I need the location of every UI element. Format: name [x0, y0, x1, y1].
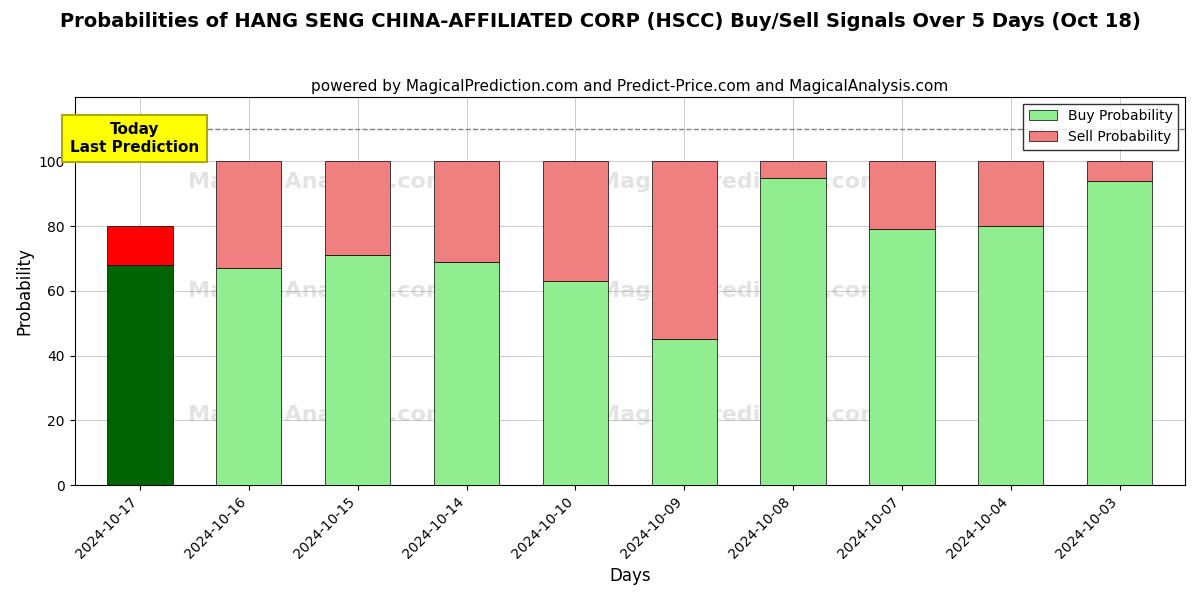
Text: MagicalPrediction.com: MagicalPrediction.com [598, 405, 883, 425]
Text: MagicalAnalysis.com: MagicalAnalysis.com [188, 281, 450, 301]
Bar [978, 161, 1044, 226]
Text: MagicalAnalysis.com: MagicalAnalysis.com [188, 405, 450, 425]
Bar [1087, 161, 1152, 181]
Bar [978, 226, 1044, 485]
Bar [1087, 181, 1152, 485]
Bar [761, 178, 826, 485]
Bar [107, 226, 173, 265]
Bar [325, 161, 390, 255]
Bar [761, 161, 826, 178]
Bar [869, 229, 935, 485]
Bar [434, 262, 499, 485]
Text: Probabilities of HANG SENG CHINA-AFFILIATED CORP (HSCC) Buy/Sell Signals Over 5 : Probabilities of HANG SENG CHINA-AFFILIA… [60, 12, 1140, 31]
Text: MagicalAnalysis.com: MagicalAnalysis.com [188, 172, 450, 192]
Bar [652, 340, 716, 485]
Text: MagicalPrediction.com: MagicalPrediction.com [598, 281, 883, 301]
Bar [542, 161, 608, 281]
Y-axis label: Probability: Probability [16, 247, 34, 335]
Text: MagicalPrediction.com: MagicalPrediction.com [598, 172, 883, 192]
Bar [542, 281, 608, 485]
Legend: Buy Probability, Sell Probability: Buy Probability, Sell Probability [1024, 104, 1178, 149]
Text: Today
Last Prediction: Today Last Prediction [70, 122, 199, 155]
Title: powered by MagicalPrediction.com and Predict-Price.com and MagicalAnalysis.com: powered by MagicalPrediction.com and Pre… [311, 79, 948, 94]
Bar [434, 161, 499, 262]
Bar [652, 161, 716, 340]
Bar [107, 265, 173, 485]
Bar [869, 161, 935, 229]
Bar [216, 161, 282, 268]
X-axis label: Days: Days [610, 567, 650, 585]
Bar [325, 255, 390, 485]
Bar [216, 268, 282, 485]
